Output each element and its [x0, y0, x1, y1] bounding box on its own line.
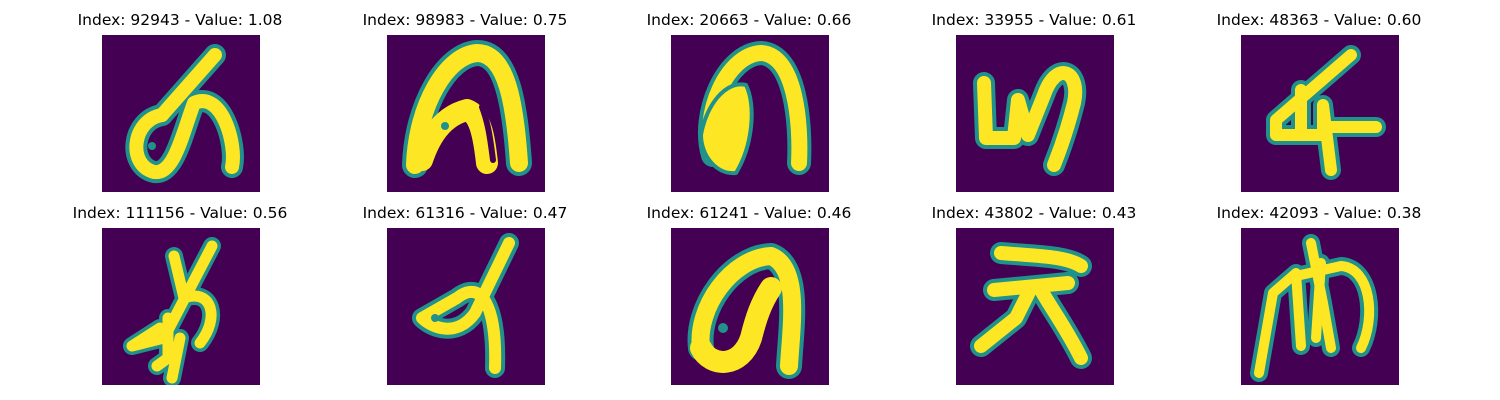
panel-title: Index: 33955 - Value: 0.61 — [931, 11, 1137, 29]
panel-1: Index: 92943 - Value: 1.08 — [30, 0, 330, 192]
panel-title: Index: 92943 - Value: 1.08 — [77, 11, 283, 29]
glyph-drawing — [687, 243, 806, 379]
panel-2: Index: 98983 - Value: 0.75 — [315, 0, 615, 192]
character-image — [671, 35, 829, 192]
character-image — [1241, 228, 1399, 385]
panel-title: Index: 42093 - Value: 0.38 — [1216, 204, 1422, 222]
character-image — [387, 228, 545, 385]
character-image — [956, 35, 1114, 192]
panel-6: Index: 111156 - Value: 0.56 — [30, 193, 330, 385]
panel-8: Index: 61241 - Value: 0.46 — [599, 193, 899, 385]
glyph-drawing — [970, 242, 1092, 369]
panel-title: Index: 48363 - Value: 0.60 — [1216, 11, 1422, 29]
panel-10: Index: 42093 - Value: 0.38 — [1169, 193, 1469, 385]
panel-title: Index: 61316 - Value: 0.47 — [362, 204, 568, 222]
panel-title: Index: 61241 - Value: 0.46 — [646, 204, 852, 222]
glyph-drawing — [1250, 234, 1379, 382]
glyph-drawing — [412, 233, 519, 378]
panel-title: Index: 20663 - Value: 0.66 — [646, 11, 852, 29]
glyph-drawing — [973, 62, 1087, 176]
panel-9: Index: 43802 - Value: 0.43 — [884, 193, 1184, 385]
glyph-drawing — [1266, 45, 1386, 180]
character-image — [956, 228, 1114, 385]
character-image — [102, 228, 260, 385]
glyph-drawing — [123, 237, 221, 385]
glyph-drawing — [402, 40, 532, 178]
glyph-drawing — [125, 44, 244, 183]
panel-title: Index: 98983 - Value: 0.75 — [362, 11, 568, 29]
panel-5: Index: 48363 - Value: 0.60 — [1169, 0, 1469, 192]
panel-title: Index: 43802 - Value: 0.43 — [931, 204, 1137, 222]
character-image — [387, 35, 545, 192]
glyph-drawing — [697, 41, 812, 176]
character-image — [671, 228, 829, 385]
panel-7: Index: 61316 - Value: 0.47 — [315, 193, 615, 385]
character-image — [102, 35, 260, 192]
panel-4: Index: 33955 - Value: 0.61 — [884, 0, 1184, 192]
panel-3: Index: 20663 - Value: 0.66 — [599, 0, 899, 192]
character-image — [1241, 35, 1399, 192]
panel-title: Index: 111156 - Value: 0.56 — [72, 204, 288, 222]
